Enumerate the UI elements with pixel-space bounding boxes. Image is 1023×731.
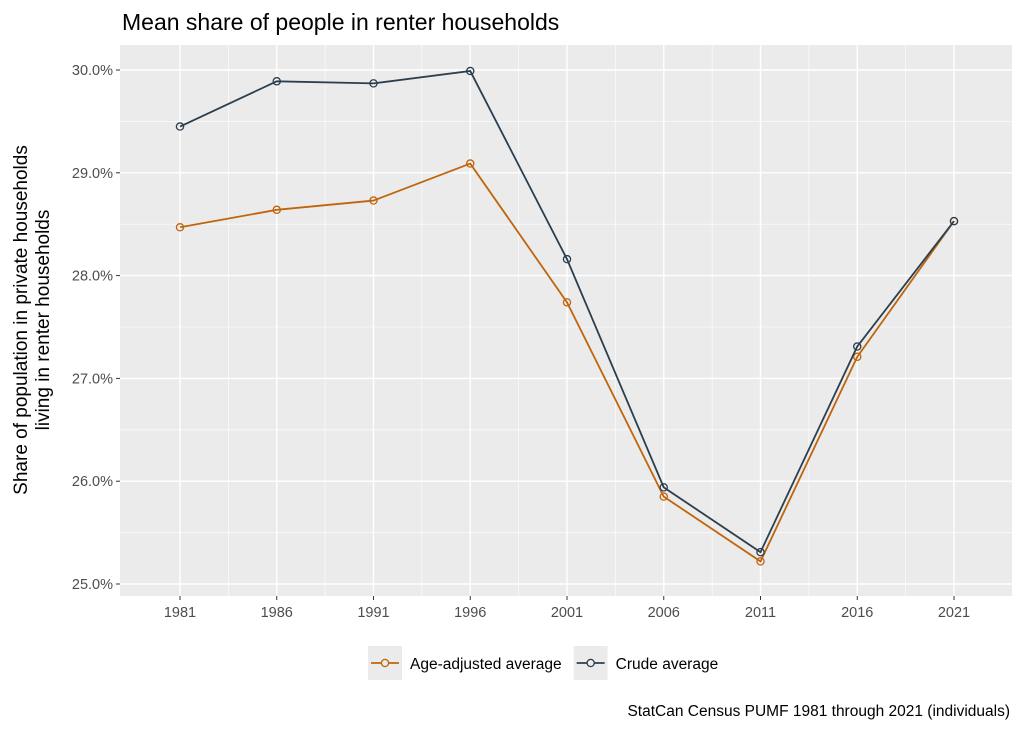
data-point: [562, 254, 572, 264]
y-tick-label: 25.0%: [72, 577, 113, 593]
x-tick-label: 2001: [551, 605, 583, 621]
plot-panel: [120, 45, 1012, 596]
x-tick-label: 1981: [164, 605, 196, 621]
x-tick-label: 2016: [841, 605, 873, 621]
data-point: [175, 122, 185, 131]
data-point: [756, 557, 765, 566]
legend: Age-adjusted average Crude average: [368, 646, 718, 680]
data-point: [272, 205, 281, 215]
data-point: [465, 66, 475, 76]
x-tick-label: 2021: [938, 605, 970, 621]
y-tick-label: 29.0%: [72, 166, 113, 182]
data-point: [465, 159, 475, 168]
x-tick-label: 1991: [357, 605, 389, 621]
legend-label: Age-adjusted average: [410, 656, 562, 673]
data-point: [949, 216, 959, 226]
y-tick-label: 26.0%: [72, 474, 113, 490]
data-point: [369, 79, 378, 88]
x-tick-label: 1986: [261, 605, 293, 621]
legend-key-point: [380, 658, 390, 668]
data-point: [659, 492, 669, 501]
legend-label: Crude average: [616, 656, 719, 673]
data-point: [272, 77, 281, 86]
y-axis-label-line1: Share of population in private household…: [11, 145, 32, 495]
series-line-1: [179, 70, 955, 554]
legend-key-point: [586, 658, 595, 668]
data-point: [659, 483, 669, 492]
chart-title: Mean share of people in renter household…: [122, 9, 559, 35]
x-tick-label: 2006: [648, 605, 680, 621]
y-axis-label-line2: living in renter households: [33, 210, 54, 431]
series-line-0: [179, 162, 955, 563]
x-tick-label: 1996: [454, 605, 486, 621]
data-point: [853, 342, 862, 351]
x-tick-label: 2011: [745, 605, 776, 621]
data-point: [369, 196, 378, 205]
data-point: [562, 298, 572, 307]
y-tick-label: 27.0%: [72, 371, 113, 387]
y-tick-label: 28.0%: [72, 269, 113, 285]
y-tick-label: 30.0%: [72, 63, 113, 79]
data-point: [756, 547, 765, 557]
caption: StatCan Census PUMF 1981 through 2021 (i…: [627, 703, 1010, 720]
data-point: [853, 352, 862, 362]
data-point: [175, 223, 185, 232]
